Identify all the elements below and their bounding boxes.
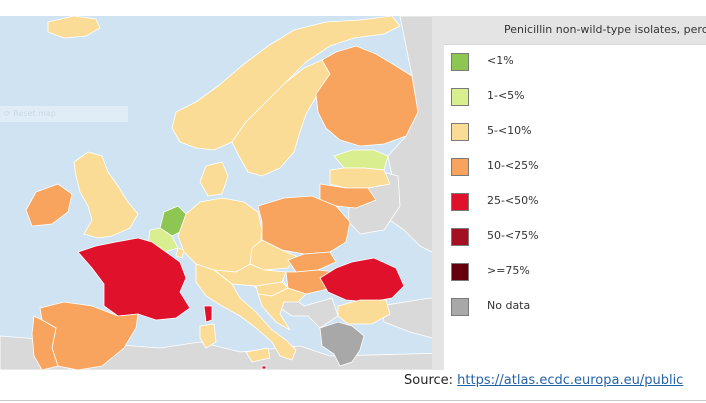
legend-sidebar: [432, 44, 444, 370]
legend-label: <1%: [487, 54, 514, 67]
country-iceland[interactable]: [47, 16, 101, 39]
refresh-icon: ⟳: [4, 109, 14, 118]
reset-map-button[interactable]: ⟳ Reset map: [0, 106, 128, 122]
legend-label: No data: [487, 299, 531, 312]
legend-label: 10-<25%: [487, 159, 539, 172]
legend-label: >=75%: [487, 264, 530, 277]
source-caption: Source: https://atlas.ecdc.europa.eu/pub…: [404, 373, 683, 388]
country-romania[interactable]: [319, 257, 405, 303]
legend-swatch: [451, 193, 469, 211]
country-latvia[interactable]: [329, 167, 391, 189]
country-sicily[interactable]: [245, 347, 271, 363]
country-sweden[interactable]: [231, 59, 331, 177]
country-denmark[interactable]: [199, 161, 229, 197]
legend-label: 1-<5%: [487, 89, 525, 102]
legend-panel: Penicillin non-wild-type isolates, perce…: [432, 16, 706, 370]
country-poland[interactable]: [257, 195, 351, 255]
legend-title: Penicillin non-wild-type isolates, perce…: [432, 16, 706, 45]
source-prefix: Source:: [404, 373, 458, 388]
country-italy[interactable]: [195, 263, 297, 361]
legend-swatch: [451, 158, 469, 176]
countries: [25, 16, 455, 370]
reset-map-label: Reset map: [13, 109, 56, 118]
country-greece[interactable]: [319, 321, 365, 367]
legend-label: 25-<50%: [487, 194, 539, 207]
legend-swatch: [451, 263, 469, 281]
divider: [0, 400, 706, 401]
legend-label: 5-<10%: [487, 124, 532, 137]
country-bulgaria[interactable]: [337, 299, 391, 325]
country-portugal[interactable]: [31, 315, 59, 370]
country-malta[interactable]: [261, 365, 267, 370]
legend-swatch: [451, 123, 469, 141]
country-croatia[interactable]: [257, 287, 307, 331]
map-panel[interactable]: ⟳ Reset map: [0, 16, 486, 370]
country-france[interactable]: [77, 237, 191, 321]
legend-swatch: [451, 53, 469, 71]
country-corsica[interactable]: [203, 305, 213, 323]
legend-swatch: [451, 88, 469, 106]
legend-label: 50-<75%: [487, 229, 539, 242]
legend-swatch: [451, 228, 469, 246]
legend-swatch: [451, 298, 469, 316]
europe-map[interactable]: [0, 16, 486, 370]
country-luxembourg[interactable]: [175, 247, 185, 259]
country-uk[interactable]: [73, 151, 139, 239]
country-sardinia[interactable]: [199, 323, 217, 349]
country-finland[interactable]: [315, 45, 419, 147]
country-ireland[interactable]: [25, 183, 73, 227]
source-link[interactable]: https://atlas.ecdc.europa.eu/public: [457, 373, 684, 388]
